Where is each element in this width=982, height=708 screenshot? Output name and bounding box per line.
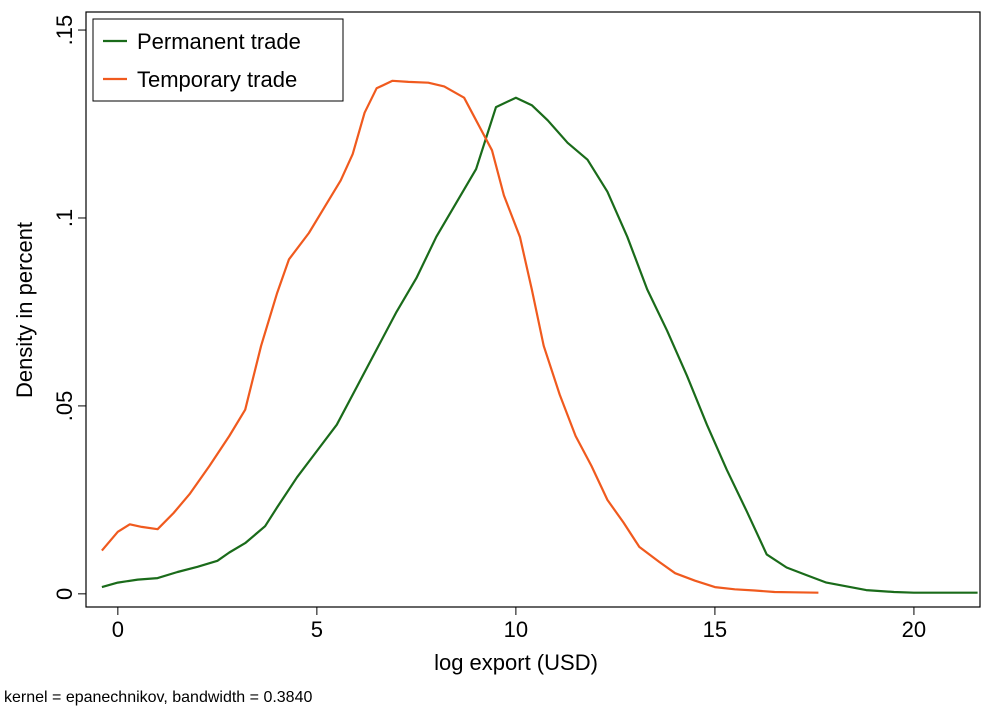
x-tick-label: 5 — [311, 617, 323, 642]
legend-label: Temporary trade — [137, 67, 297, 92]
legend-box — [92, 18, 344, 102]
note: kernel = epanechnikov, bandwidth = 0.384… — [4, 689, 312, 706]
y-tick-label: .05 — [52, 391, 77, 422]
x-tick-label: 10 — [504, 617, 528, 642]
line — [101, 79, 819, 594]
x-tick-label: 0 — [112, 617, 124, 642]
legend-label: Permanent trade — [137, 29, 301, 54]
y-tick-label: 0 — [52, 588, 77, 600]
y-tick-label: .15 — [52, 15, 77, 46]
plot-frame — [85, 11, 981, 608]
y-axis-label: Density in percent — [12, 222, 37, 398]
line — [101, 96, 978, 594]
y-tick-label: .1 — [52, 209, 77, 227]
x-tick-label: 15 — [703, 617, 727, 642]
x-axis-label: log export (USD) — [434, 650, 598, 675]
x-tick-label: 20 — [902, 617, 926, 642]
